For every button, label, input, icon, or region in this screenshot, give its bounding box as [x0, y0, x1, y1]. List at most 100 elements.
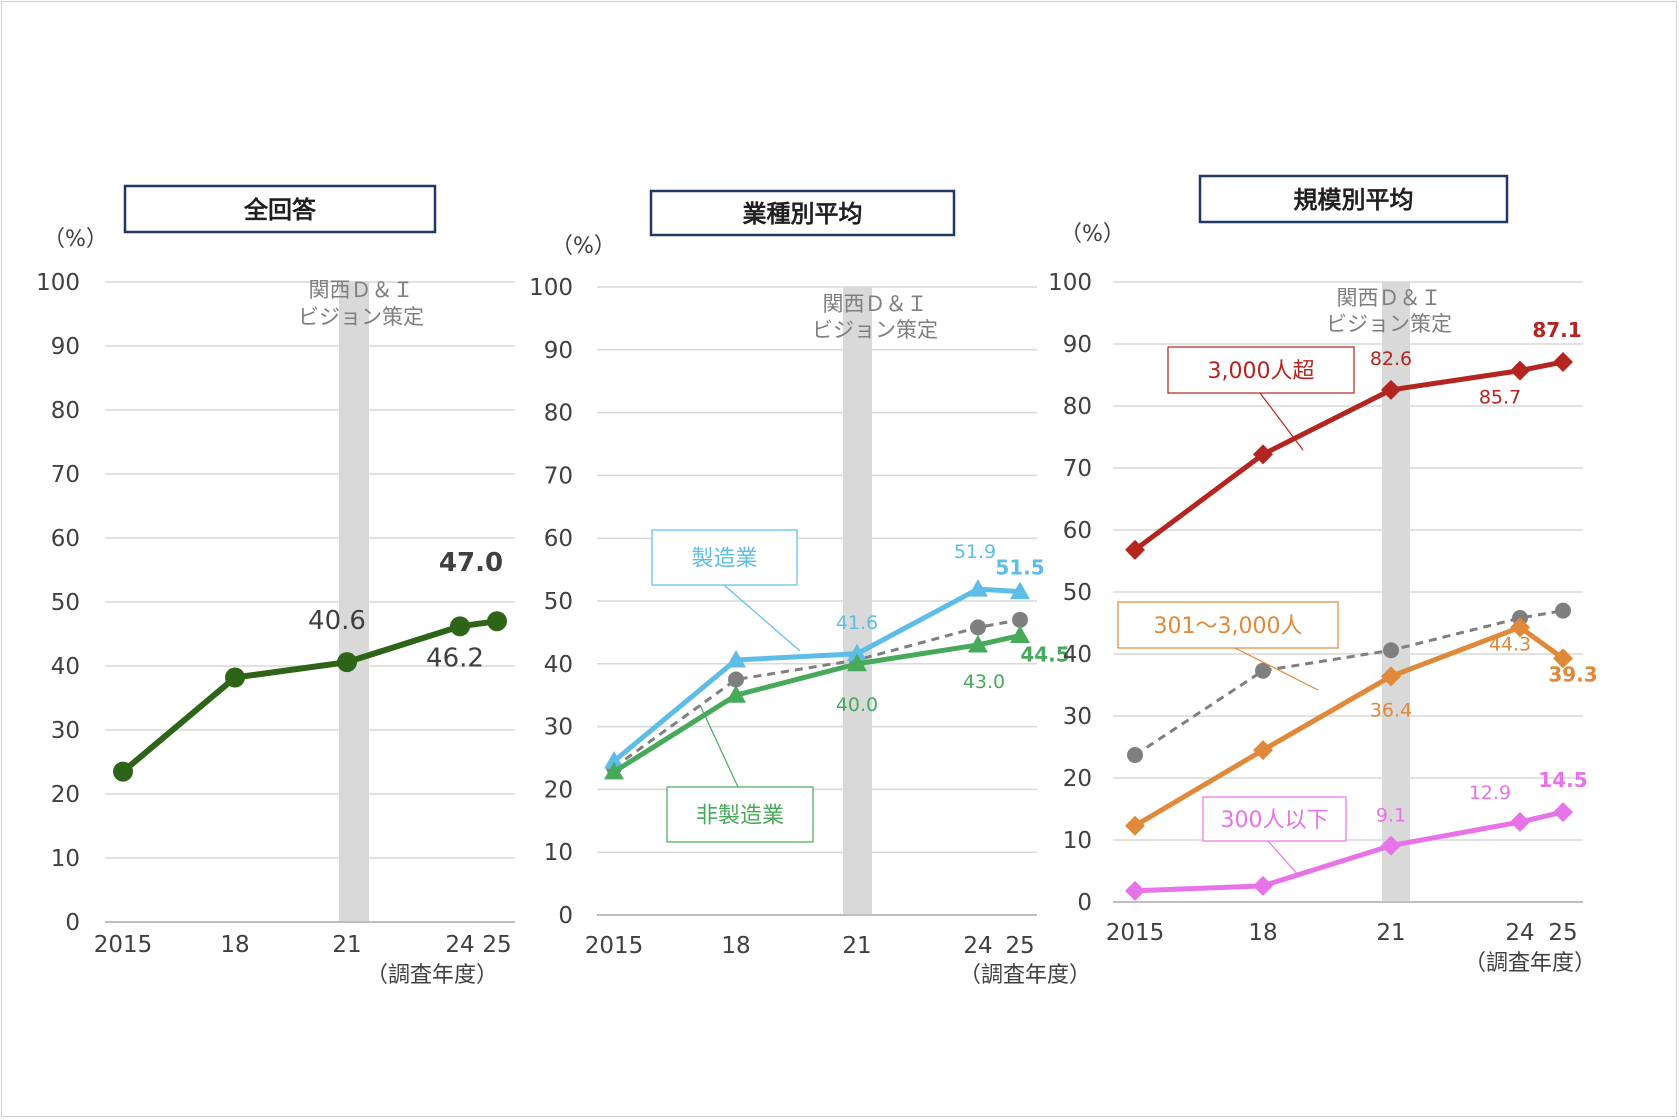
- panel2-data-label: 41.6: [836, 612, 878, 634]
- panel2-data-label: 44.5: [1020, 643, 1069, 667]
- panel3-data-label: 9.1: [1376, 805, 1406, 827]
- panel1-x-tick: 18: [220, 932, 249, 958]
- panel2-x-tick: 2015: [585, 933, 644, 959]
- panel3-data-point: [1553, 802, 1573, 823]
- panel2-vision-band: [843, 287, 872, 915]
- panel3-data-point: [1381, 379, 1401, 400]
- panel3-data-label: 44.3: [1489, 633, 1531, 655]
- panel1-y-tick: 10: [51, 846, 80, 872]
- panel2-data-point: [726, 685, 746, 703]
- panel2-y-tick: 30: [544, 715, 573, 741]
- panel3-y-tick: 40: [1063, 642, 1092, 668]
- panel1-y-tick: 20: [51, 782, 80, 808]
- panel2-data-label: 40.0: [836, 694, 878, 716]
- panel3-x-axis-label: （調査年度）: [1464, 951, 1596, 976]
- panel3-callout-box: [1117, 601, 1339, 649]
- panel1-data-point: [450, 616, 470, 637]
- panel2-y-tick: 90: [544, 338, 573, 364]
- panel2-y-tick: 50: [544, 589, 573, 615]
- panel2-data-point: [847, 643, 867, 662]
- panel3-callout-leader: [1267, 840, 1301, 878]
- panel3-y-tick: 20: [1063, 766, 1092, 792]
- panel1-y-tick: 50: [51, 590, 80, 616]
- panel2-callout-leader: [723, 584, 801, 652]
- panel3-band-note-line2: ビジョン策定: [1326, 312, 1452, 336]
- panel3-data-point: [1125, 815, 1145, 836]
- panel2-callout-box: [651, 529, 798, 586]
- panel2-y-tick: 100: [529, 275, 573, 301]
- panel2-band-note-line1: 関西Ｄ＆Ｉ: [823, 292, 928, 316]
- panel3-data-point: [1553, 648, 1573, 669]
- panel3-legend-label: 301～3,000人: [1154, 614, 1303, 639]
- panel2-unit-label: （%）: [551, 234, 616, 259]
- panel1-title-box: [123, 184, 437, 234]
- panel3-title-box: [1198, 174, 1509, 224]
- panel1-x-tick: 24: [445, 932, 474, 958]
- panel3-data-point: [1253, 875, 1273, 896]
- panel1-vision-band: [339, 282, 369, 922]
- panel3-callout-box: [1167, 346, 1355, 394]
- panel2-data-label: 51.9: [954, 541, 996, 563]
- panel3-callout-leader: [1234, 647, 1319, 691]
- panel2-data-point: [604, 761, 624, 780]
- panel3-y-tick: 100: [1048, 270, 1092, 296]
- panel3-data-point: [1253, 444, 1273, 465]
- panel1-y-tick: 90: [51, 334, 80, 360]
- panel2-data-point: [726, 650, 746, 668]
- panel3-legend-label: 300人以下: [1221, 808, 1329, 833]
- panel3-x-tick: 24: [1505, 920, 1534, 946]
- panel3-x-tick: 18: [1248, 920, 1277, 946]
- panel3-data-point: [1125, 539, 1145, 560]
- panel1-title: 全回答: [243, 196, 317, 224]
- panel3-data-point: [1510, 617, 1530, 638]
- panel1-data-label: 46.2: [426, 643, 484, 673]
- panel2-legend-label: 製造業: [691, 547, 757, 572]
- panel2-y-tick: 80: [544, 401, 573, 427]
- panel3-callout-leader: [1259, 392, 1304, 451]
- panel3-data-point: [1255, 662, 1271, 679]
- panel3-data-label: 12.9: [1469, 782, 1511, 804]
- panel3-x-tick: 25: [1548, 920, 1577, 946]
- panel2-y-tick: 60: [544, 526, 573, 552]
- panel3-y-tick: 10: [1063, 828, 1092, 854]
- panel1-y-tick: 80: [51, 398, 80, 424]
- panel1-y-tick: 100: [36, 270, 80, 296]
- panel2-x-tick: 21: [842, 933, 871, 959]
- panel3-y-tick: 80: [1063, 394, 1092, 420]
- panel1-data-label: 40.6: [308, 606, 366, 636]
- panel2-y-tick: 0: [558, 903, 573, 929]
- panel1-x-tick: 21: [332, 932, 361, 958]
- panel3-y-tick: 0: [1077, 890, 1092, 916]
- panel2-data-point: [968, 579, 988, 597]
- panel1-y-tick: 0: [65, 910, 80, 936]
- panel2-data-point: [968, 634, 988, 653]
- panel1-band-note-line2: ビジョン策定: [298, 305, 424, 329]
- panel3-data-point: [1555, 602, 1571, 619]
- panel3-data-label: 14.5: [1538, 768, 1587, 792]
- panel3-y-tick: 70: [1063, 456, 1092, 482]
- panel1-y-tick: 60: [51, 526, 80, 552]
- panel3-data-point: [1510, 812, 1530, 833]
- panel2-data-point: [1010, 581, 1030, 600]
- panel3-data-point: [1125, 880, 1145, 901]
- panel2-y-tick: 10: [544, 840, 573, 866]
- panel2-data-label: 51.5: [995, 556, 1044, 580]
- panel3-data-label: 85.7: [1479, 387, 1521, 409]
- panel3-data-label: 82.6: [1370, 348, 1412, 370]
- panel3-legend-label: 3,000人超: [1208, 359, 1315, 384]
- panel2-callout-leader: [699, 704, 739, 788]
- panel3-x-tick: 2015: [1106, 920, 1165, 946]
- panel3-data-label: 39.3: [1548, 662, 1597, 686]
- panel2-x-tick: 24: [963, 933, 992, 959]
- panel3-data-point: [1381, 666, 1401, 687]
- panel2-legend-label: 非製造業: [696, 804, 784, 829]
- panel1-y-tick: 30: [51, 718, 80, 744]
- panel1-x-tick: 25: [482, 932, 511, 958]
- panel1-x-axis-label: （調査年度）: [366, 963, 498, 988]
- panel3-data-point: [1553, 351, 1573, 372]
- panel3-series-line: [1134, 809, 1564, 894]
- panel1-x-tick: 2015: [94, 932, 153, 958]
- panel3-y-tick: 50: [1063, 580, 1092, 606]
- panel3-data-label: 36.4: [1370, 699, 1412, 721]
- panel3-y-tick: 30: [1063, 704, 1092, 730]
